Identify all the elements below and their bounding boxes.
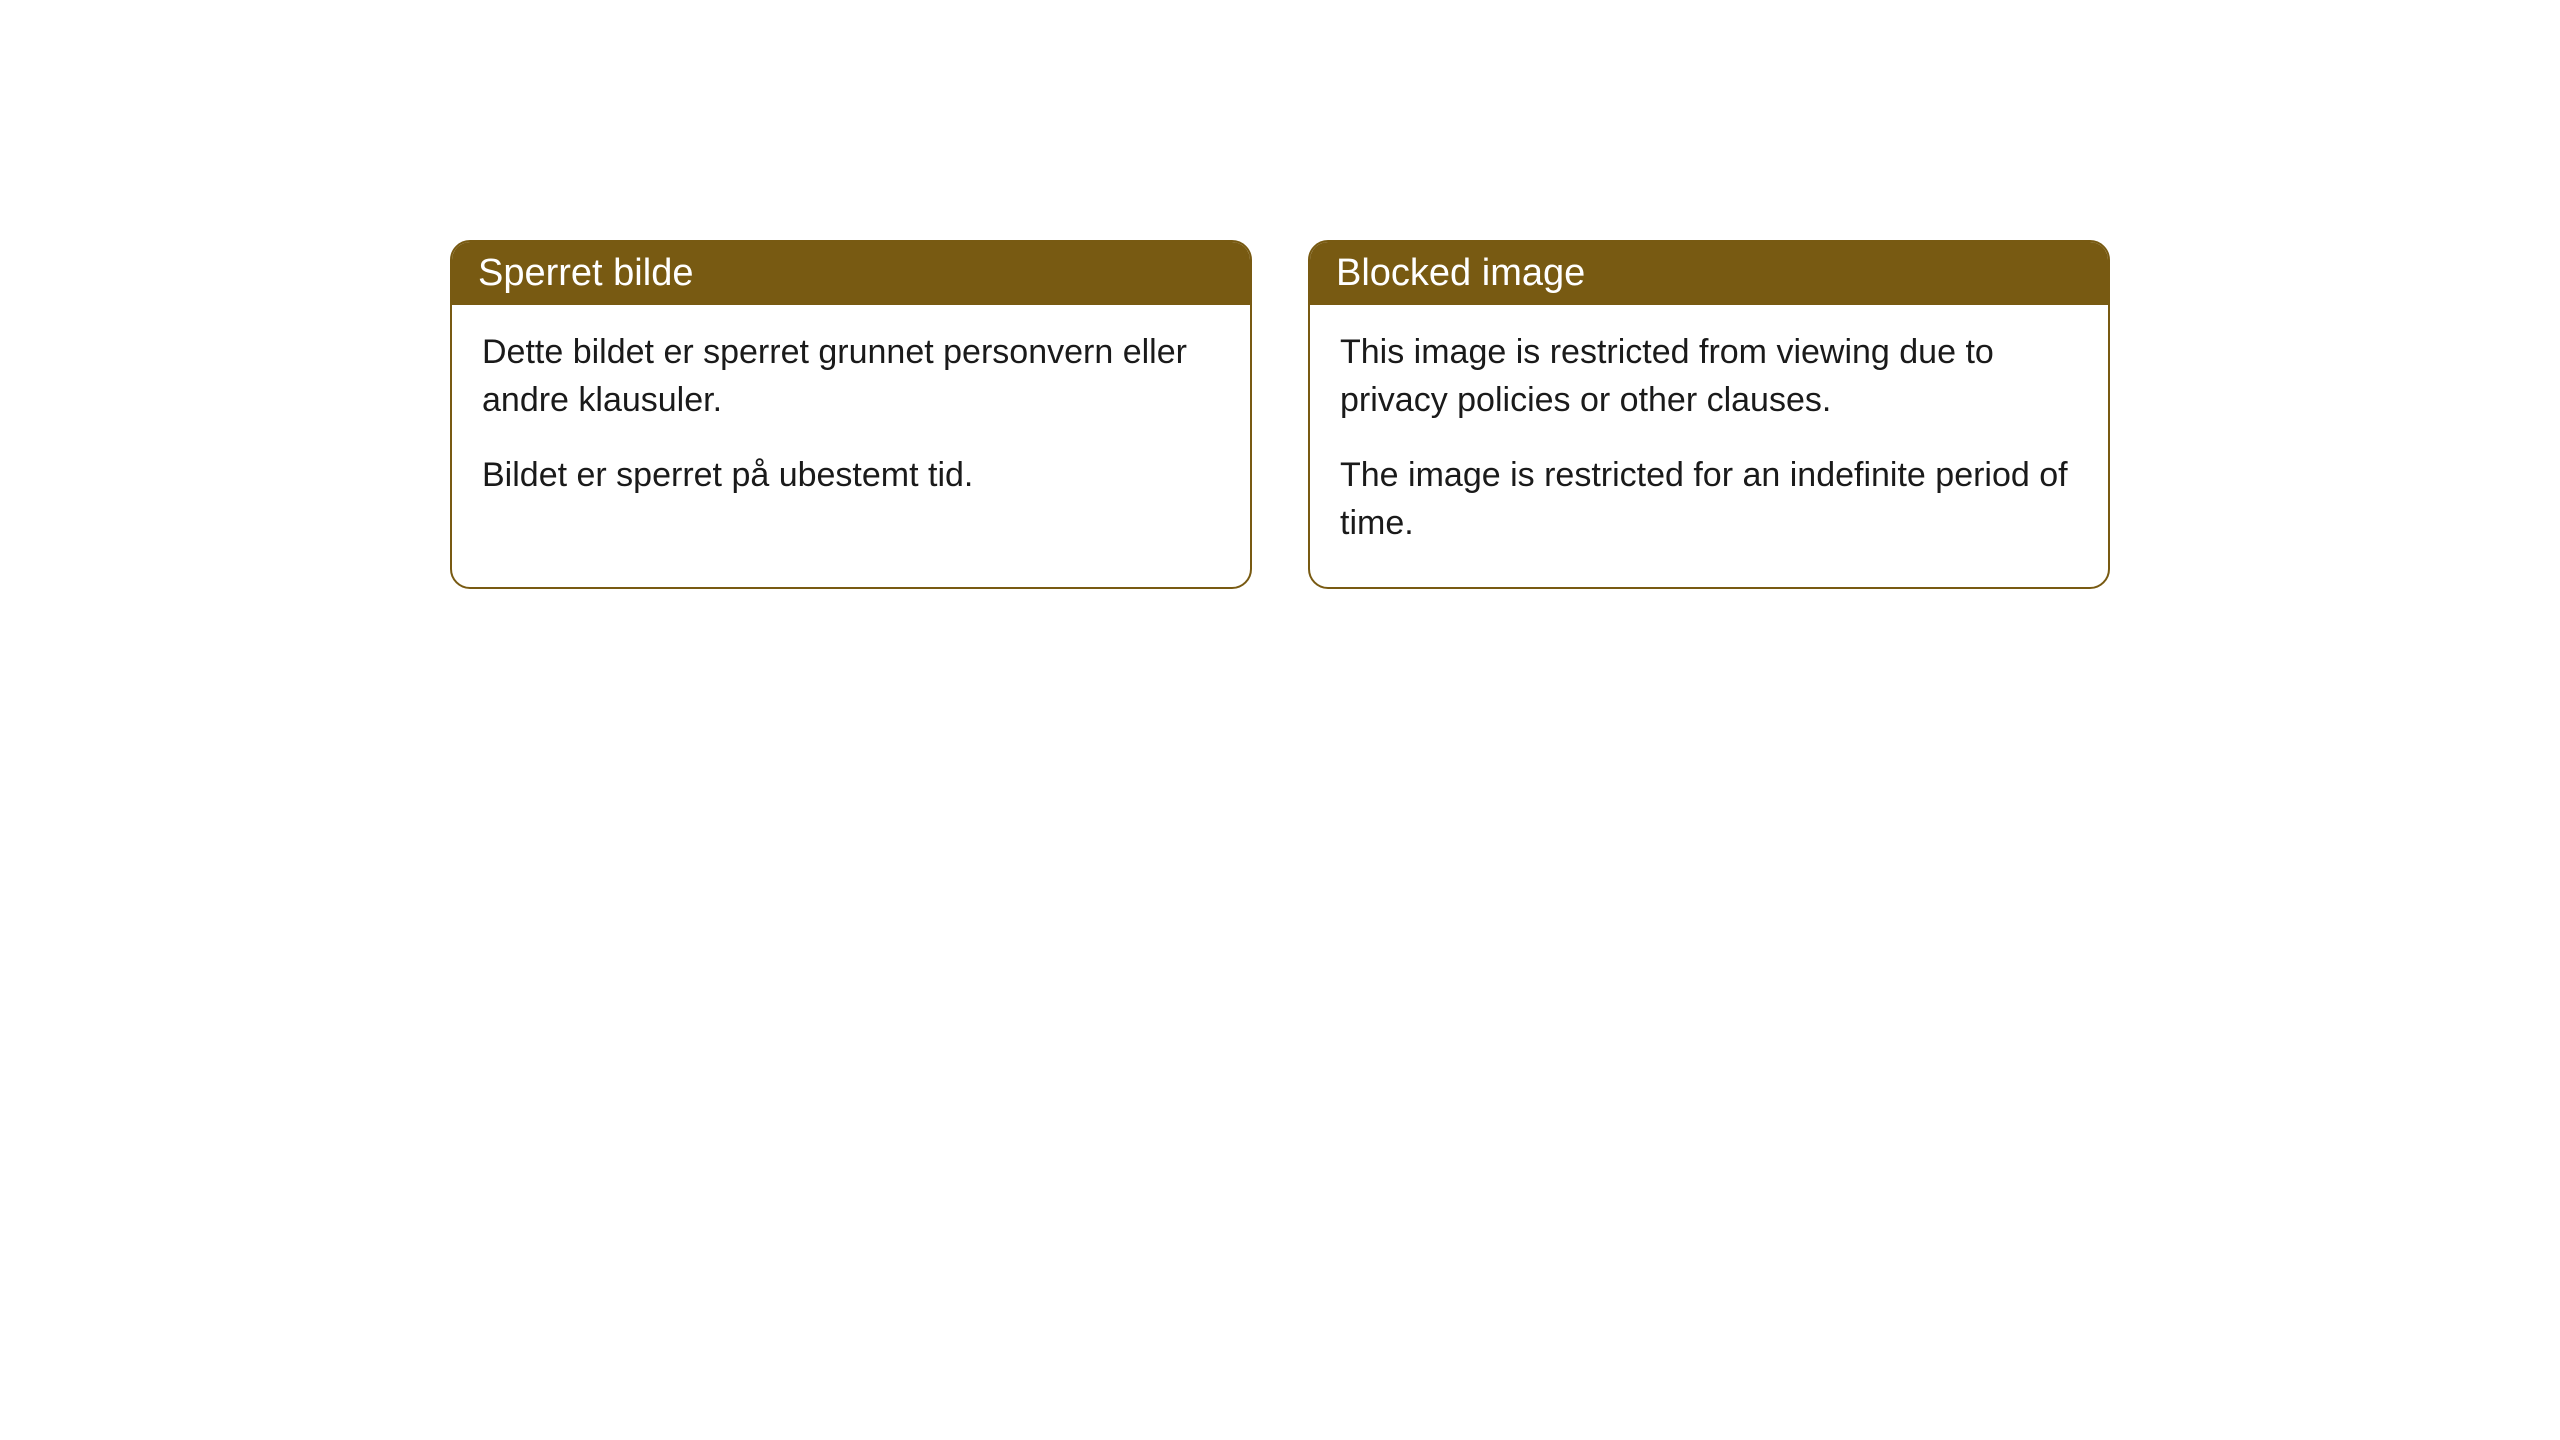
card-body-norwegian: Dette bildet er sperret grunnet personve…	[452, 305, 1250, 540]
card-norwegian: Sperret bilde Dette bildet er sperret gr…	[450, 240, 1252, 589]
card-paragraph-1: Dette bildet er sperret grunnet personve…	[482, 329, 1220, 424]
card-title: Sperret bilde	[478, 252, 693, 294]
card-header-norwegian: Sperret bilde	[452, 242, 1250, 305]
card-header-english: Blocked image	[1310, 242, 2108, 305]
card-paragraph-2: Bildet er sperret på ubestemt tid.	[482, 452, 1220, 500]
card-body-english: This image is restricted from viewing du…	[1310, 305, 2108, 587]
cards-container: Sperret bilde Dette bildet er sperret gr…	[450, 240, 2110, 589]
card-english: Blocked image This image is restricted f…	[1308, 240, 2110, 589]
card-paragraph-2: The image is restricted for an indefinit…	[1340, 452, 2078, 547]
card-title: Blocked image	[1336, 252, 1585, 294]
card-paragraph-1: This image is restricted from viewing du…	[1340, 329, 2078, 424]
